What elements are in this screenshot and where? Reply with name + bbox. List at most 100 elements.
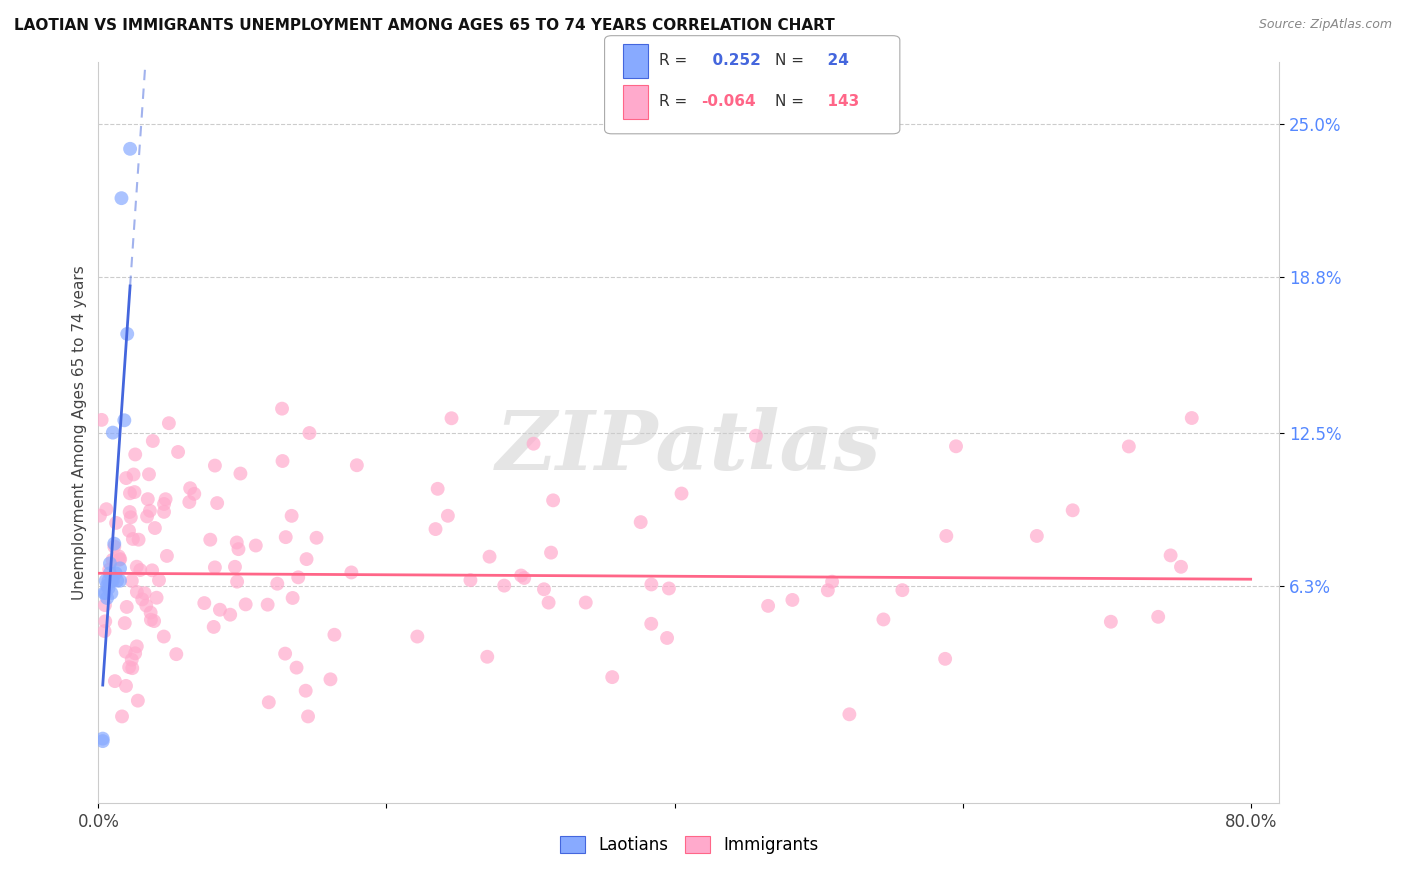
Point [100,574,122,588]
Point [104,566,127,581]
Point [108,552,131,566]
Point [114,616,136,631]
Point [782,593,804,607]
Point [98,563,121,577]
Point [541,493,564,508]
Point [122,532,145,546]
Point [124,485,146,500]
Point [94,598,117,612]
Point [745,428,768,442]
Point [1160,549,1182,563]
Point [145,591,167,605]
Point [139,504,162,518]
Point [821,574,844,589]
Point [235,598,257,612]
Point [285,660,308,674]
Point [96,591,118,605]
Point [94,586,117,600]
Point [1099,615,1122,629]
Point [167,445,190,459]
Text: R =: R = [659,54,688,68]
Text: Source: ZipAtlas.com: Source: ZipAtlas.com [1258,18,1392,31]
Point [96,579,118,593]
Point [101,425,124,440]
Point [294,683,316,698]
Point [838,707,860,722]
Point [219,607,242,622]
Point [281,591,304,605]
Point [120,510,142,524]
Point [120,142,142,156]
Point [115,471,138,485]
Point [406,630,429,644]
Point [124,447,146,461]
Point [266,576,288,591]
Point [204,560,226,574]
Point [1118,439,1140,453]
Y-axis label: Unemployment Among Ages 65 to 74 years: Unemployment Among Ages 65 to 74 years [72,265,87,600]
Point [143,614,166,628]
Point [1062,503,1084,517]
Point [153,630,176,644]
Point [125,559,148,574]
Point [139,613,162,627]
Point [128,533,150,547]
Text: LAOTIAN VS IMMIGRANTS UNEMPLOYMENT AMONG AGES 65 TO 74 YEARS CORRELATION CHART: LAOTIAN VS IMMIGRANTS UNEMPLOYMENT AMONG… [14,18,835,33]
Point [139,606,162,620]
Point [153,497,176,511]
Point [96,502,118,516]
Text: 143: 143 [817,95,859,109]
Point [537,596,560,610]
Point [131,592,153,607]
Point [256,598,278,612]
Point [494,579,516,593]
Point [121,574,143,588]
Point [101,574,124,588]
Point [513,571,536,585]
Point [1147,609,1170,624]
Point [134,586,156,600]
Point [891,583,914,598]
Point [319,673,342,687]
Point [271,454,294,468]
Point [153,505,176,519]
Point [935,529,957,543]
Point [204,458,226,473]
Point [193,596,215,610]
Point [127,693,149,707]
Point [202,620,225,634]
Point [148,573,170,587]
Point [600,670,623,684]
Text: 0.252: 0.252 [702,54,761,68]
Point [101,553,124,567]
Point [141,563,163,577]
Point [872,612,894,626]
Point [100,586,122,600]
Point [224,559,246,574]
Point [118,524,141,538]
Point [118,660,141,674]
Point [671,486,693,500]
Point [533,582,555,597]
Point [115,326,138,341]
Point [89,508,111,523]
Point [340,566,363,580]
Point [297,709,319,723]
Point [94,615,117,629]
Point [91,734,114,748]
Point [934,652,956,666]
Point [257,695,280,709]
Point [90,413,112,427]
Point [105,516,128,530]
Point [655,631,678,645]
Point [179,481,201,495]
Point [124,646,146,660]
Point [298,425,321,440]
Point [630,515,652,529]
Point [93,624,115,638]
Point [129,563,152,577]
Point [136,509,159,524]
Point [138,467,160,482]
Point [94,574,117,588]
Point [756,599,779,613]
